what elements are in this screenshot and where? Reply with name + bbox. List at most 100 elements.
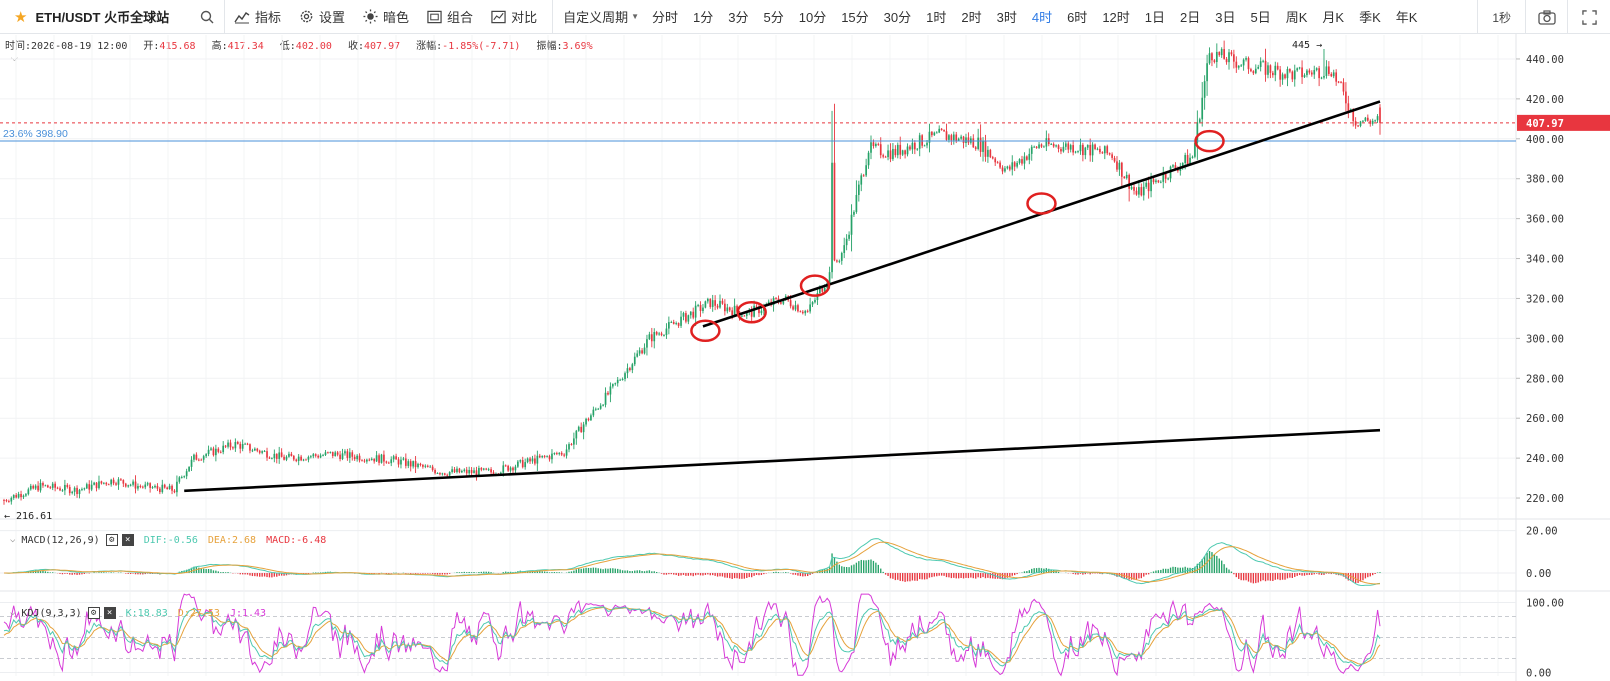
candle-body [977,137,980,149]
kdj-close-icon[interactable]: × [103,607,116,619]
candle-body [1096,148,1099,150]
dark-mode-button[interactable]: 暗色 [354,0,418,34]
candle-body [163,484,166,488]
candle-body [1352,109,1355,122]
kdj-settings-icon[interactable]: ⚙ [87,607,100,619]
candle-body [923,145,926,147]
candle-body [1366,117,1369,121]
collapse-chevron-icon[interactable]: ⌵ [11,53,18,63]
candle-body [1077,151,1079,153]
fib-level-label: 23.6% 398.90 [3,128,68,140]
period-tab[interactable]: 5分 [763,10,784,25]
macd-collapse-icon[interactable]: ⌵ [10,535,16,545]
candle-body [1055,145,1057,147]
settings-button[interactable]: 设置 [290,0,354,34]
candle-body [831,162,833,273]
macd-legend: ⌵ MACD(12,26,9) ⚙ × DIF:-0.56 DEA:2.68 M… [10,534,326,546]
candle-body [1330,73,1333,77]
candle-body [353,456,356,460]
candle-body [25,494,27,496]
candle-body [680,316,682,326]
candle-body [139,486,142,487]
indicator-chart-icon [234,11,250,23]
candle-body [59,488,61,491]
search-icon[interactable] [200,10,214,24]
candle-body [1089,145,1092,156]
compare-button[interactable]: 对比 [482,0,546,34]
fullscreen-button[interactable] [1568,0,1610,34]
candle-body [967,137,970,143]
candle-body [1035,146,1038,148]
candle-body [909,146,911,150]
candle-body [458,468,461,473]
candle-body [1060,148,1062,152]
kdj-collapse-icon[interactable]: ⌵ [10,608,16,618]
candle-body [918,135,921,149]
screenshot-button[interactable] [1526,0,1568,34]
candle-body [658,333,660,335]
candle-body [134,481,137,489]
period-tab[interactable]: 6时 [1067,10,1088,25]
period-tab[interactable]: 5日 [1250,10,1271,25]
period-tab[interactable]: 月K [1322,10,1345,25]
period-tab[interactable]: 1日 [1144,10,1166,25]
candle-body [110,479,113,485]
combine-button[interactable]: 组合 [418,0,482,34]
candle-body [344,451,346,454]
candle-body [361,460,363,462]
candle-body [268,457,271,459]
candle-body [217,448,220,452]
period-tab[interactable]: 30分 [883,10,912,25]
indicators-button[interactable]: 指标 [225,0,290,34]
period-tab[interactable]: 3分 [728,10,749,25]
candle-body [814,300,816,303]
symbol-selector[interactable]: ★ ETH/USDT 火币全球站 [0,0,225,34]
period-tab[interactable]: 1时 [926,10,947,25]
candle-body [1291,71,1294,80]
candle-body [538,455,541,458]
custom-period-dropdown[interactable]: 自定义周期 ▼ [553,7,643,26]
compare-icon [491,10,506,23]
candle-body [183,476,186,478]
candle-body [1123,176,1126,179]
candle-body [1018,159,1021,163]
candle-body [1043,146,1045,148]
candle-body [865,165,867,176]
candle-body [17,493,20,498]
period-tab[interactable]: 2时 [961,10,982,25]
period-tab[interactable]: 12时 [1102,10,1130,25]
candle-body [1103,146,1106,154]
period-tab[interactable]: 3日 [1215,10,1236,25]
candle-body [229,442,232,448]
favorite-star-icon[interactable]: ★ [14,8,28,26]
period-tab[interactable]: 1分 [693,10,714,25]
candle-body [222,445,225,453]
candle-body [534,458,536,464]
period-tab[interactable]: 2日 [1180,10,1201,25]
period-tab[interactable]: 年K [1395,10,1418,25]
time-label: 时间: [5,41,32,52]
period-tab[interactable]: 周K [1285,10,1308,25]
candle-body [278,452,281,459]
candle-body [797,305,799,312]
period-tab[interactable]: 4时 [1031,10,1053,25]
period-tab[interactable]: 3时 [996,10,1017,25]
candle-body [745,312,748,316]
period-tab[interactable]: 分时 [652,10,679,25]
refresh-seconds[interactable]: 1秒 [1477,0,1526,34]
candle-body [811,302,814,305]
period-tab[interactable]: 10分 [798,10,827,25]
macd-settings-icon[interactable]: ⚙ [105,534,118,546]
candle-body [877,143,880,145]
candle-body [1303,75,1306,78]
candle-body [616,379,619,384]
macd-close-icon[interactable]: × [121,534,134,546]
period-tab[interactable]: 15分 [841,10,869,25]
candle-body [631,364,634,371]
candle-body [1220,49,1223,56]
candle-body [1198,119,1201,123]
period-tab[interactable]: 季K [1359,10,1381,25]
candle-body [197,459,200,461]
candle-body [1113,157,1116,162]
